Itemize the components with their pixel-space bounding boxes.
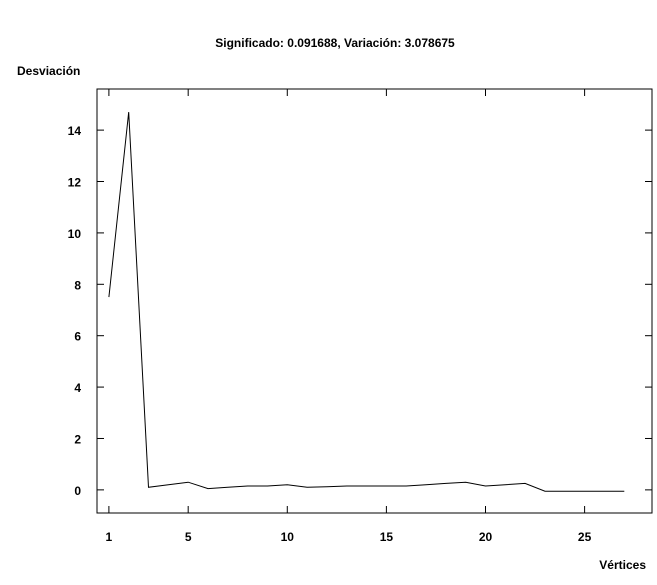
y-tick-label: 2 — [74, 432, 81, 446]
y-tick-label: 14 — [68, 124, 82, 138]
x-tick-label: 5 — [185, 530, 192, 544]
y-tick-label: 12 — [68, 176, 82, 190]
y-tick-label: 10 — [68, 227, 82, 241]
y-tick-label: 0 — [74, 484, 81, 498]
y-tick-label: 4 — [74, 381, 81, 395]
x-axis-label: Vértices — [599, 558, 646, 572]
x-tick-label: 10 — [281, 530, 295, 544]
y-tick-label: 6 — [74, 330, 81, 344]
series-line — [108, 112, 625, 492]
x-tick-label: 25 — [578, 530, 592, 544]
x-tick-label: 20 — [479, 530, 493, 544]
y-tick-label: 8 — [74, 278, 81, 292]
y-axis-label: Desviación — [17, 64, 80, 78]
chart-title: Significado: 0.091688, Variación: 3.0786… — [215, 36, 455, 50]
x-tick-label: 15 — [380, 530, 394, 544]
plot-frame — [96, 88, 653, 514]
x-tick-label: 1 — [106, 530, 113, 544]
